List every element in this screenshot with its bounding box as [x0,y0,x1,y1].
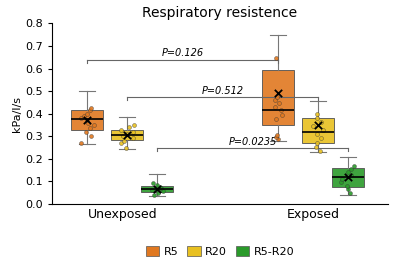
Text: P=0.512: P=0.512 [202,86,244,96]
Point [272,56,279,61]
Point [346,191,353,195]
Point [121,138,128,143]
Point [317,149,323,153]
Point [160,189,166,193]
Text: P=0.126: P=0.126 [161,48,204,58]
Point [87,126,94,130]
Point [120,134,126,138]
Point [318,136,324,140]
Point [345,187,352,191]
Point [314,111,320,116]
Point [118,141,124,145]
Point [314,123,321,127]
Point [154,183,160,187]
Point [313,132,320,136]
Point [122,146,129,150]
Point [156,185,163,189]
Legend: R5, R20, R5-R20: R5, R20, R5-R20 [141,241,299,261]
Point [320,128,327,133]
Title: Respiratory resistence: Respiratory resistence [142,5,298,20]
Point [345,175,351,179]
Point [345,170,352,174]
Point [149,188,155,192]
Point [130,123,137,127]
Point [81,114,87,118]
Point [84,121,91,125]
Point [83,129,90,134]
Point [117,128,124,132]
Point [351,164,358,168]
Point [130,136,136,140]
Point [314,141,320,145]
Point [274,133,280,137]
Point [124,133,130,138]
PathPatch shape [332,168,364,187]
Point [154,187,161,191]
Y-axis label: kPa/l/s: kPa/l/s [12,96,22,132]
Point [91,123,97,127]
PathPatch shape [71,110,103,130]
Point [274,137,281,141]
Point [310,124,316,128]
Point [123,132,130,136]
Point [318,120,324,124]
Point [86,108,93,112]
Point [78,116,84,120]
Point [338,180,344,184]
Point [84,111,90,116]
Point [348,173,354,177]
Point [271,98,278,102]
Point [348,167,354,171]
Point [84,118,90,122]
Point [276,101,282,105]
Point [272,105,278,109]
Point [279,112,286,117]
Point [150,181,156,185]
Point [274,91,281,95]
Point [84,118,90,122]
Point [344,183,350,188]
Point [274,94,280,99]
Text: P=0.0235: P=0.0235 [228,137,277,147]
Point [154,187,160,191]
Point [273,135,279,139]
Point [155,191,161,195]
PathPatch shape [262,70,294,125]
Point [126,125,132,129]
PathPatch shape [111,130,143,140]
PathPatch shape [141,186,173,192]
Point [88,106,94,110]
Point [314,116,320,120]
PathPatch shape [302,118,334,143]
Point [78,141,84,145]
Point [88,134,94,138]
Point [150,193,157,197]
Point [278,108,285,112]
Point [339,177,345,181]
Point [130,130,136,134]
Point [272,117,279,121]
Point [158,186,164,190]
Point [313,145,319,149]
